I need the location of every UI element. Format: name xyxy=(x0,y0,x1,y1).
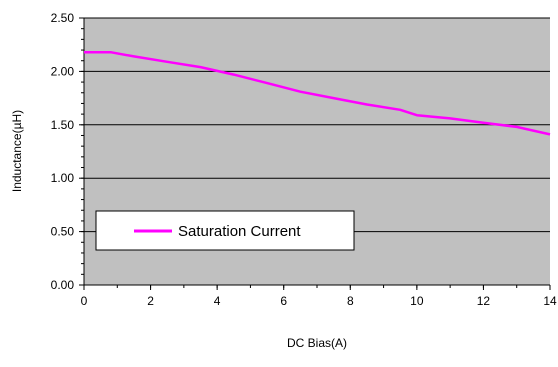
y-axis-title: Inductance(µH) xyxy=(10,110,24,192)
y-ticks: 0.00 0.50 1.00 1.50 2.00 2.50 xyxy=(51,11,84,292)
y-tick-label: 0.00 xyxy=(51,278,75,292)
x-tick-label: 10 xyxy=(410,294,424,308)
legend: Saturation Current xyxy=(95,210,355,251)
x-tick-label: 6 xyxy=(280,294,287,308)
legend-label: Saturation Current xyxy=(178,223,301,240)
x-tick-label: 14 xyxy=(543,294,557,308)
x-axis-title: DC Bias(A) xyxy=(287,336,347,350)
series-line-0 xyxy=(84,50,551,136)
y-tick-label: 2.00 xyxy=(51,64,75,78)
y-tick-label: 1.00 xyxy=(51,171,75,185)
x-tick-label: 2 xyxy=(147,294,154,308)
x-tick-label: 12 xyxy=(477,294,491,308)
x-tick-label: 8 xyxy=(347,294,354,308)
x-tick-label: 0 xyxy=(81,294,88,308)
x-ticks: 0 2 4 6 8 10 12 14 xyxy=(81,285,557,308)
y-tick-label: 1.50 xyxy=(51,118,75,132)
y-tick-label: 0.50 xyxy=(51,225,75,239)
series-layer xyxy=(84,50,551,136)
x-tick-label: 4 xyxy=(214,294,221,308)
y-tick-label: 2.50 xyxy=(51,11,75,25)
